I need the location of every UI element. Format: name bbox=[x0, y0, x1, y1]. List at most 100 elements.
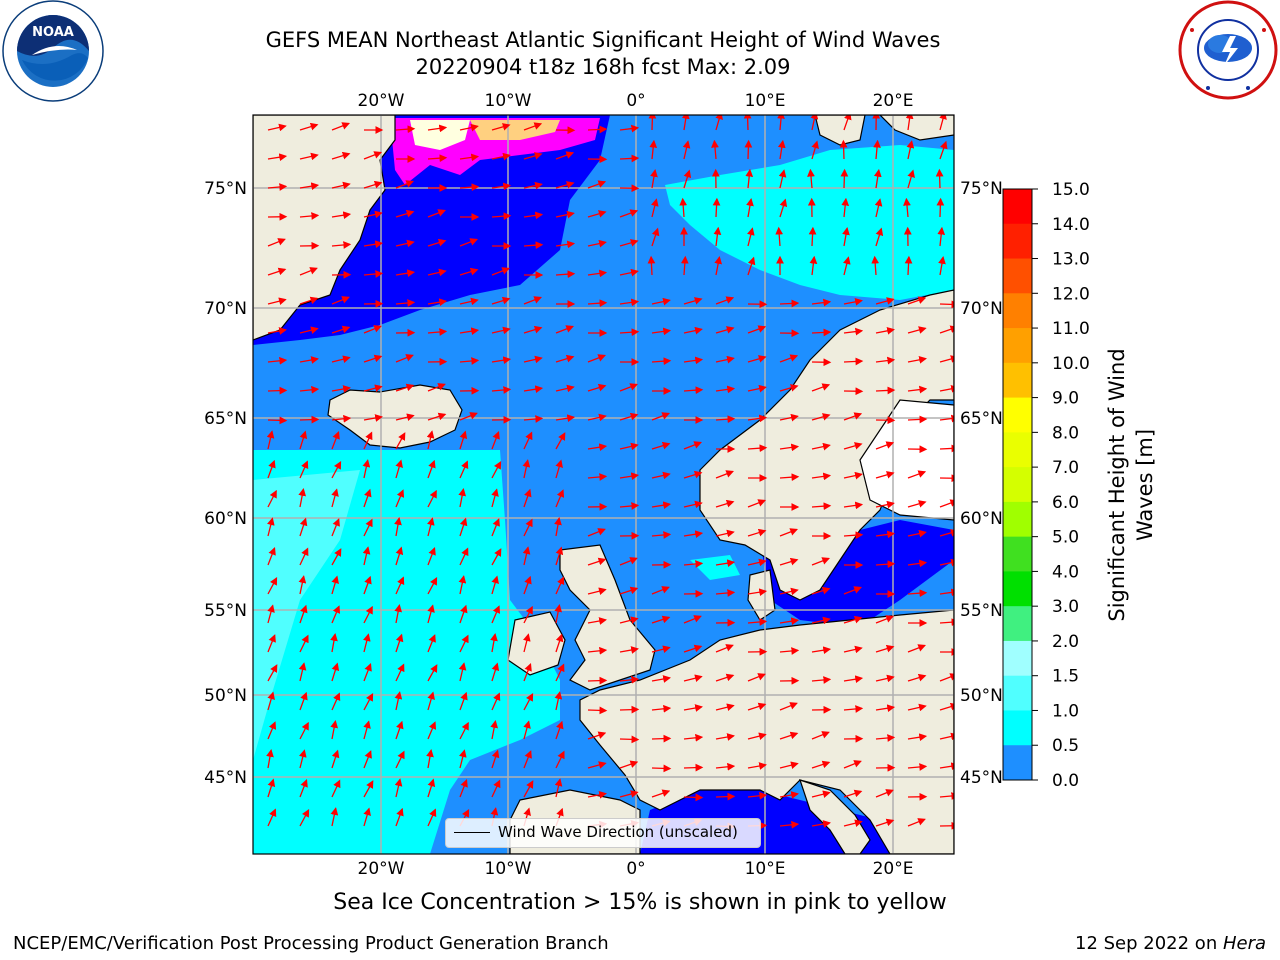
wind-wave-arrow bbox=[555, 459, 563, 479]
colorbar-ticks: 15.0 14.0 13.0 12.0 11.0 10.0 9.0 8.0 7.0 6.0 5.0 4… bbox=[1032, 180, 1090, 791]
lat-label-left: 55°N bbox=[204, 601, 247, 621]
wind-wave-arrow bbox=[298, 488, 307, 508]
nws-logo-icon bbox=[1178, 0, 1278, 100]
wind-wave-arrow bbox=[939, 762, 954, 771]
wind-wave-arrow bbox=[331, 749, 340, 769]
wind-wave-arrow bbox=[680, 255, 689, 276]
wind-wave-arrow bbox=[522, 546, 531, 566]
wind-wave-arrow bbox=[459, 238, 479, 247]
wind-wave-arrow bbox=[651, 704, 672, 713]
wind-wave-arrow bbox=[395, 459, 403, 479]
wind-wave-arrow bbox=[555, 663, 565, 682]
lon-label-bottom: 0° bbox=[626, 859, 645, 879]
wind-wave-arrow bbox=[619, 412, 639, 421]
lon-label-top: 0° bbox=[626, 91, 645, 111]
wind-wave-arrow bbox=[713, 226, 722, 247]
wind-wave-arrow bbox=[779, 587, 799, 596]
wind-wave-arrow bbox=[683, 674, 703, 682]
wind-wave-arrow bbox=[811, 616, 831, 625]
wind-wave-arrow bbox=[779, 557, 799, 566]
colorbar-segment bbox=[1003, 397, 1032, 433]
wind-wave-arrow bbox=[554, 517, 562, 537]
wind-wave-arrow bbox=[715, 703, 735, 711]
wind-wave-arrow bbox=[712, 197, 721, 218]
wind-wave-arrow bbox=[875, 789, 894, 798]
wind-wave-arrow bbox=[299, 604, 308, 624]
colorbar-tick-label: 7.0 bbox=[1052, 458, 1079, 478]
wind-wave-arrow bbox=[587, 473, 608, 481]
wind-wave-arrow bbox=[651, 645, 671, 653]
wind-wave-arrow bbox=[427, 238, 447, 247]
colorbar-segment bbox=[1003, 189, 1032, 225]
wind-wave-arrow bbox=[683, 169, 692, 189]
svg-text:NOAA: NOAA bbox=[32, 25, 74, 40]
wind-wave-arrow bbox=[459, 778, 468, 798]
wind-wave-arrow bbox=[875, 297, 895, 305]
legend-line-swatch bbox=[454, 832, 490, 833]
wind-wave-arrow bbox=[426, 749, 434, 769]
wind-wave-arrow bbox=[811, 586, 831, 595]
wind-wave-arrow bbox=[427, 298, 448, 307]
lon-label-top: 20°E bbox=[873, 91, 914, 111]
wind-wave-arrow bbox=[427, 634, 436, 653]
wind-wave-arrow bbox=[331, 296, 350, 305]
wind-wave-arrow bbox=[715, 529, 735, 538]
wind-wave-arrow bbox=[619, 383, 639, 392]
wind-wave-arrow bbox=[939, 588, 954, 597]
wind-wave-arrow bbox=[555, 720, 564, 740]
wind-wave-arrow bbox=[839, 139, 848, 160]
wind-wave-arrow bbox=[715, 355, 735, 364]
wind-wave-arrow bbox=[683, 356, 704, 365]
colorbar-segment bbox=[1003, 467, 1032, 503]
wind-wave-arrow bbox=[779, 299, 800, 308]
colorbar-tick-label: 15.0 bbox=[1052, 180, 1090, 200]
wind-wave-arrow bbox=[587, 676, 608, 685]
wind-wave-arrow bbox=[427, 459, 436, 479]
wind-wave-arrow bbox=[491, 779, 501, 798]
wind-wave-arrow bbox=[875, 441, 895, 450]
chart-title-line1: GEFS MEAN Northeast Atlantic Significant… bbox=[265, 28, 941, 52]
wind-wave-arrow bbox=[523, 181, 543, 190]
colorbar-tick-label: 0.0 bbox=[1052, 771, 1079, 791]
footer-date-text: 12 Sep 2022 on bbox=[1075, 933, 1223, 954]
colorbar-segment bbox=[1003, 258, 1032, 294]
wind-wave-arrow bbox=[555, 325, 575, 334]
wind-wave-arrow bbox=[266, 749, 274, 769]
wind-wave-arrow bbox=[267, 691, 275, 711]
wind-wave-arrow bbox=[459, 460, 469, 479]
wind-wave-arrow bbox=[807, 168, 815, 189]
wind-wave-arrow bbox=[555, 151, 575, 160]
wind-wave-arrow bbox=[394, 778, 403, 798]
wind-wave-arrow bbox=[555, 633, 564, 653]
wind-wave-arrow bbox=[267, 153, 288, 162]
wind-wave-arrow bbox=[619, 124, 640, 133]
wind-wave-arrow bbox=[843, 412, 863, 421]
wind-wave-arrow bbox=[299, 415, 320, 424]
wind-wave-arrow bbox=[267, 489, 277, 508]
wind-wave-arrow bbox=[715, 470, 735, 479]
wind-wave-arrow bbox=[907, 470, 927, 479]
wind-wave-arrow bbox=[651, 764, 672, 773]
wind-wave-arrow bbox=[298, 575, 307, 595]
wind-wave-arrow bbox=[843, 615, 863, 624]
wind-wave-arrow bbox=[331, 241, 352, 249]
footer-credit: NCEP/EMC/Verification Post Processing Pr… bbox=[13, 933, 609, 954]
wind-wave-arrow bbox=[811, 328, 832, 337]
wind-wave-arrow bbox=[459, 430, 468, 450]
wind-wave-arrow bbox=[395, 383, 415, 392]
map-frame bbox=[252, 114, 955, 855]
colorbar-tick-label: 8.0 bbox=[1052, 423, 1079, 443]
wind-wave-arrow bbox=[555, 210, 575, 219]
wind-wave-arrow bbox=[747, 588, 768, 597]
wind-wave-arrow bbox=[715, 644, 734, 653]
lat-label-right: 60°N bbox=[960, 509, 1003, 529]
wind-wave-arrow bbox=[939, 384, 954, 393]
wind-wave-arrow bbox=[871, 255, 880, 276]
wind-wave-arrow bbox=[491, 386, 512, 394]
wind-wave-arrow bbox=[907, 415, 928, 424]
wind-wave-arrow bbox=[875, 326, 895, 335]
lat-label-right: 55°N bbox=[960, 601, 1003, 621]
wind-wave-arrow bbox=[587, 528, 606, 537]
wind-wave-arrow bbox=[679, 197, 688, 218]
lat-label-right: 75°N bbox=[960, 179, 1003, 199]
